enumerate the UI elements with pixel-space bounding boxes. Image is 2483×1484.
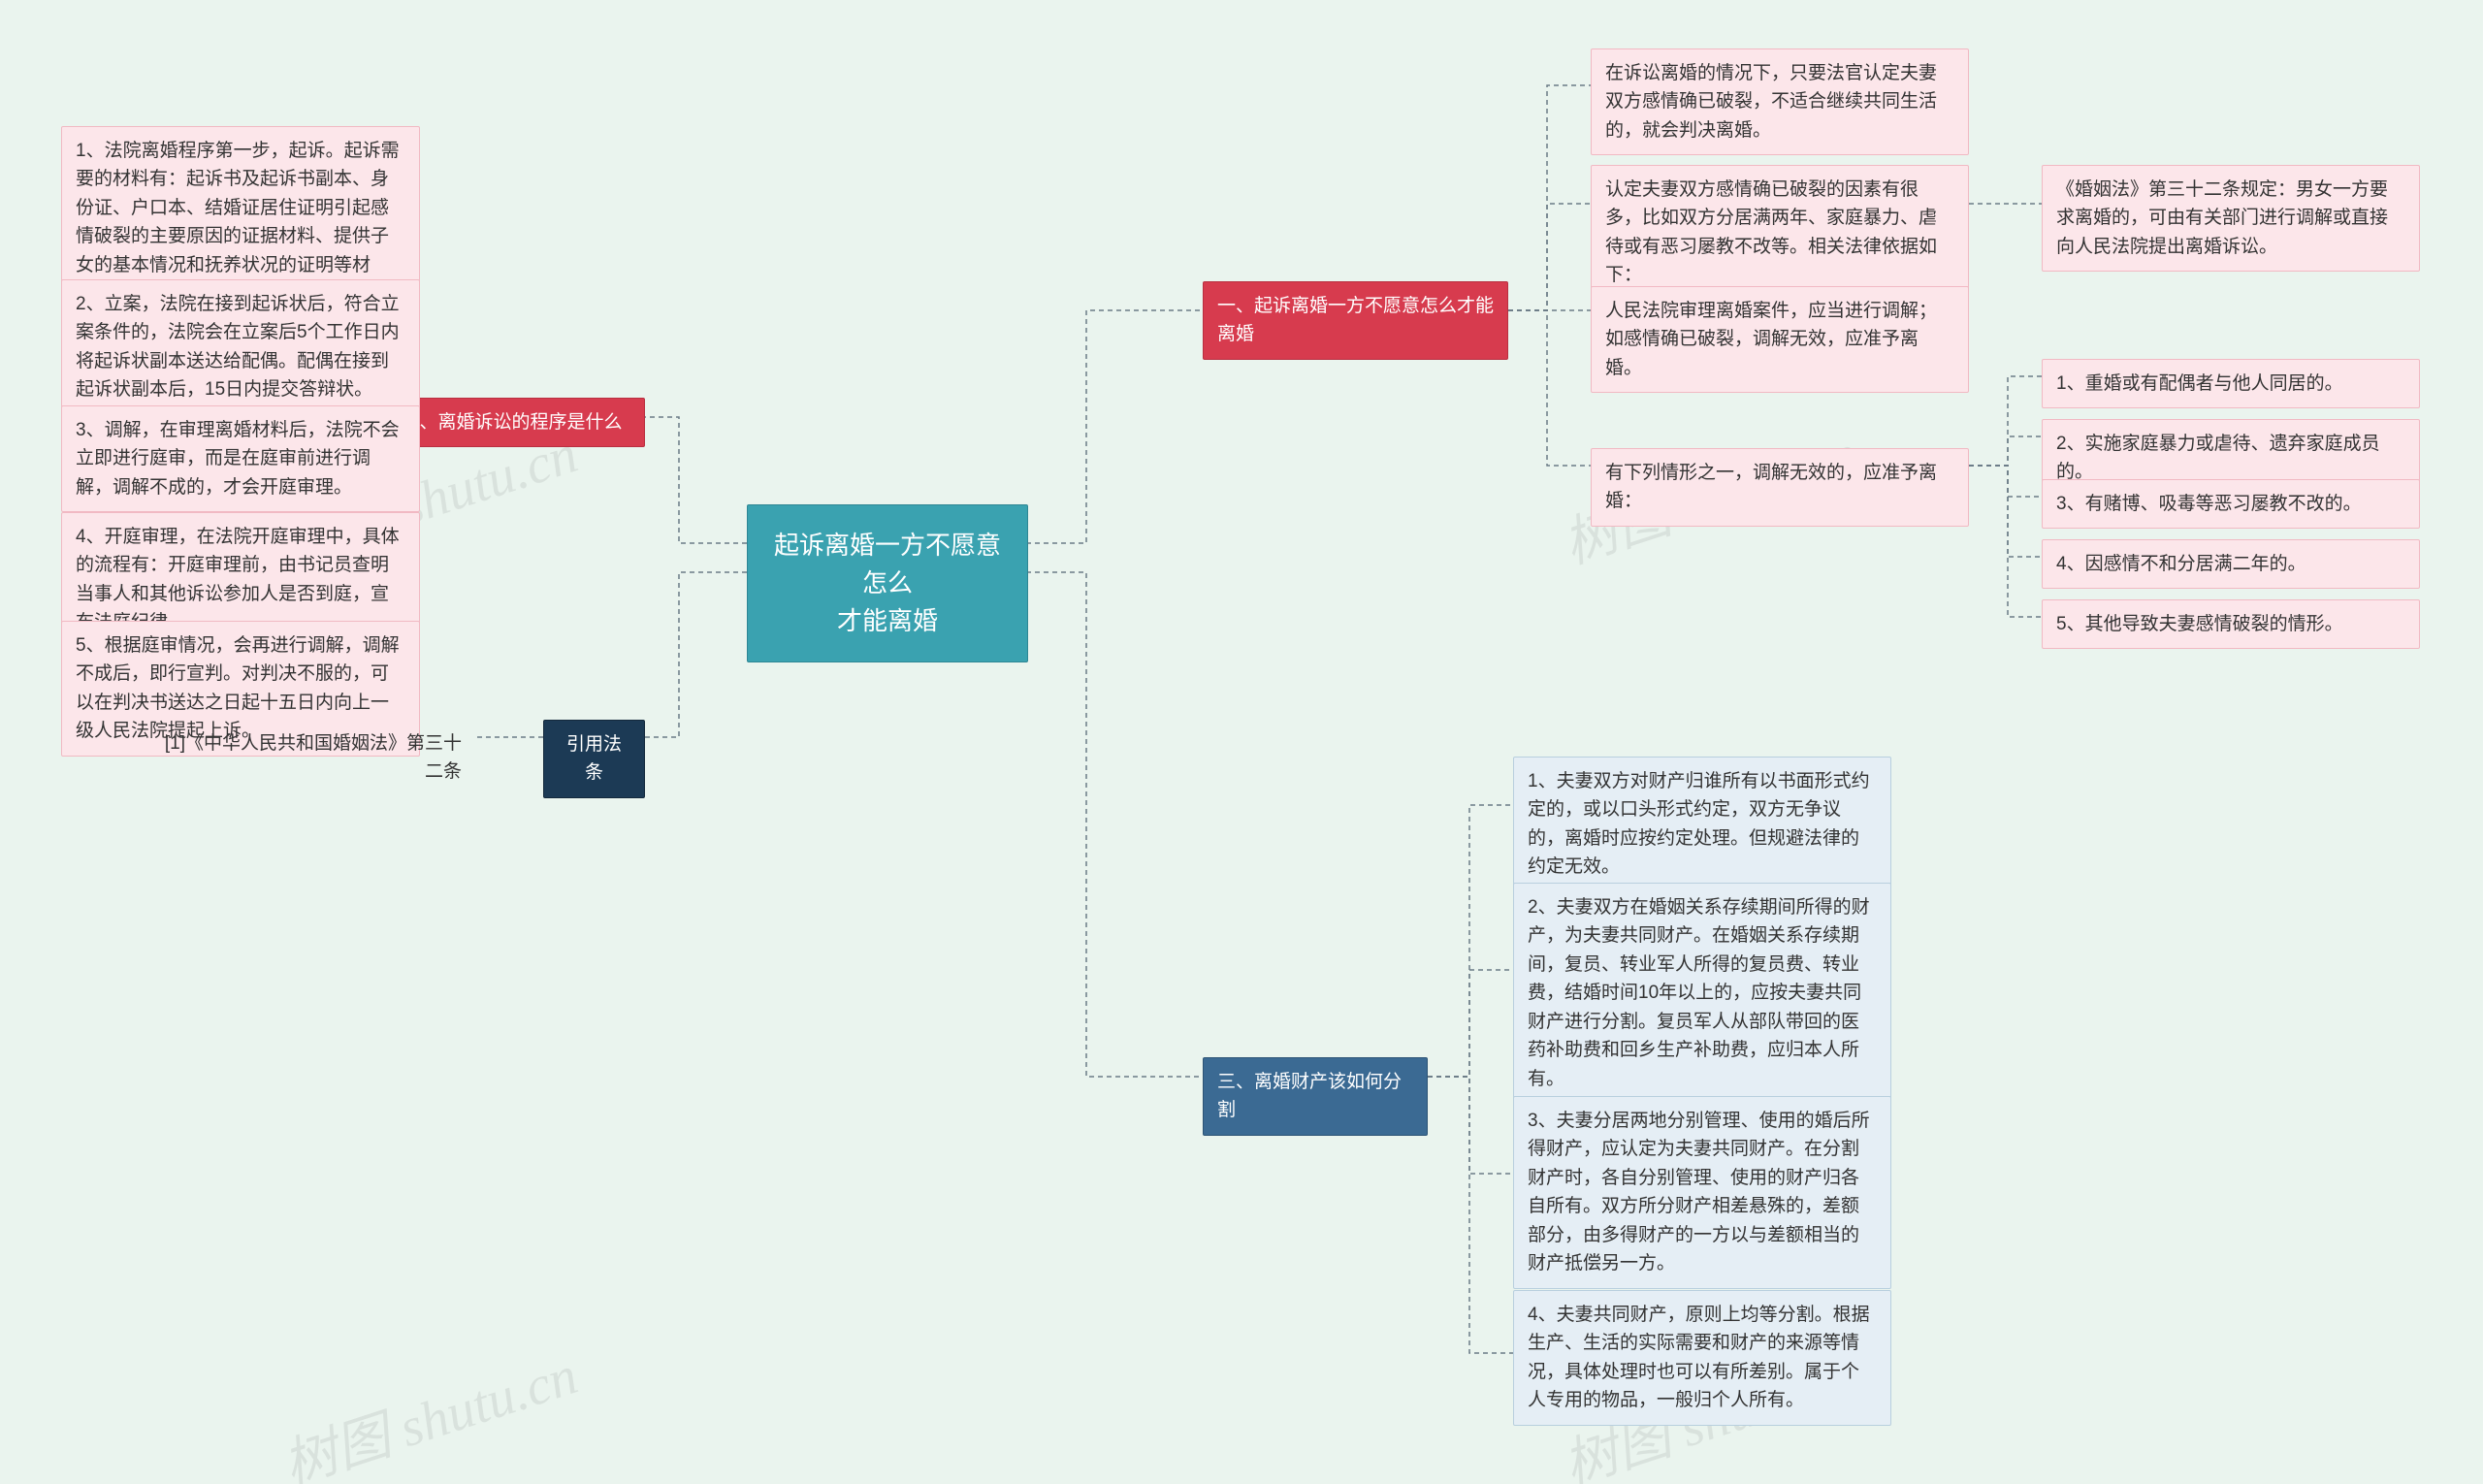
branch1-n1[interactable]: 在诉讼离婚的情况下，只要法官认定夫妻双方感情确已破裂，不适合继续共同生活的，就会… — [1591, 48, 1969, 155]
branch1-n4-3[interactable]: 3、有赌博、吸毒等恶习屡教不改的。 — [2042, 479, 2420, 529]
branch-3[interactable]: 三、离婚财产该如何分割 — [1203, 1057, 1428, 1136]
text: 2、夫妻双方在婚姻关系存续期间所得的财产，为夫妻共同财产。在婚姻关系存续期间，复… — [1528, 897, 1870, 1089]
branch2-n3[interactable]: 3、调解，在审理离婚材料后，法院不会立即进行庭审，而是在庭审前进行调解，调解不成… — [61, 405, 420, 512]
branch3-n4[interactable]: 4、夫妻共同财产，原则上均等分割。根据生产、生活的实际需要和财产的来源等情况，具… — [1513, 1290, 1891, 1426]
text: 在诉讼离婚的情况下，只要法官认定夫妻双方感情确已破裂，不适合继续共同生活的，就会… — [1605, 63, 1937, 141]
branch1-n2[interactable]: 认定夫妻双方感情确已破裂的因素有很多，比如双方分居满两年、家庭暴力、虐待或有恶习… — [1591, 165, 1969, 301]
root-node[interactable]: 起诉离婚一方不愿意怎么 才能离婚 — [747, 504, 1028, 662]
text: 人民法院审理离婚案件，应当进行调解；如感情确已破裂，调解无效，应准予离婚。 — [1605, 301, 1937, 378]
branch1-n4[interactable]: 有下列情形之一，调解无效的，应准予离婚： — [1591, 448, 1969, 527]
branch3-n1[interactable]: 1、夫妻双方对财产归谁所有以书面形式约定的，或以口头形式约定，双方无争议的，离婚… — [1513, 757, 1891, 892]
branch1-n4-5[interactable]: 5、其他导致夫妻感情破裂的情形。 — [2042, 599, 2420, 649]
text: 4、夫妻共同财产，原则上均等分割。根据生产、生活的实际需要和财产的来源等情况，具… — [1528, 1305, 1870, 1410]
branch4-n1[interactable]: [1]《中华人民共和国婚姻法》第三十二条 — [145, 720, 475, 796]
text: [1]《中华人民共和国婚姻法》第三十二条 — [165, 733, 462, 782]
text: 认定夫妻双方感情确已破裂的因素有很多，比如双方分居满两年、家庭暴力、虐待或有恶习… — [1605, 179, 1937, 285]
root-line1: 起诉离婚一方不愿意怎么 — [774, 531, 1001, 597]
text: 2、立案，法院在接到起诉状后，符合立案条件的，法院会在立案后5个工作日内将起诉状… — [76, 294, 400, 400]
text: 3、调解，在审理离婚材料后，法院不会立即进行庭审，而是在庭审前进行调解，调解不成… — [76, 420, 400, 498]
branch1-n3[interactable]: 人民法院审理离婚案件，应当进行调解；如感情确已破裂，调解无效，应准予离婚。 — [1591, 286, 1969, 393]
text: 4、因感情不和分居满二年的。 — [2056, 554, 2306, 574]
watermark: 树图 shutu.cn — [272, 1332, 586, 1484]
text: 3、夫妻分居两地分别管理、使用的婚后所得财产，应认定为夫妻共同财产。在分割财产时… — [1528, 1111, 1870, 1274]
text: 3、有赌博、吸毒等恶习屡教不改的。 — [2056, 494, 2362, 514]
branch-1[interactable]: 一、起诉离婚一方不愿意怎么才能离婚 — [1203, 281, 1508, 360]
branch1-n2a[interactable]: 《婚姻法》第三十二条规定：男女一方要求离婚的，可由有关部门进行调解或直接向人民法… — [2042, 165, 2420, 272]
text: 有下列情形之一，调解无效的，应准予离婚： — [1605, 463, 1937, 511]
branch-1-title: 一、起诉离婚一方不愿意怎么才能离婚 — [1217, 296, 1494, 344]
branch-4[interactable]: 引用法条 — [543, 720, 645, 798]
root-line2: 才能离婚 — [837, 606, 938, 635]
text: 5、其他导致夫妻感情破裂的情形。 — [2056, 614, 2343, 634]
text: 1、重婚或有配偶者与他人同居的。 — [2056, 373, 2343, 394]
text: 4、开庭审理，在法院开庭审理中，具体的流程有：开庭审理前，由书记员查明当事人和其… — [76, 527, 400, 632]
branch-2-title: 二、离婚诉讼的程序是什么 — [401, 412, 622, 433]
branch3-n3[interactable]: 3、夫妻分居两地分别管理、使用的婚后所得财产，应认定为夫妻共同财产。在分割财产时… — [1513, 1096, 1891, 1289]
branch-3-title: 三、离婚财产该如何分割 — [1217, 1072, 1402, 1120]
branch1-n4-1[interactable]: 1、重婚或有配偶者与他人同居的。 — [2042, 359, 2420, 408]
branch-4-title: 引用法条 — [566, 734, 622, 783]
text: 《婚姻法》第三十二条规定：男女一方要求离婚的，可由有关部门进行调解或直接向人民法… — [2056, 179, 2388, 257]
mindmap-canvas: { "canvas": { "width": 2560, "height": 1… — [0, 0, 2483, 1484]
branch1-n4-4[interactable]: 4、因感情不和分居满二年的。 — [2042, 539, 2420, 589]
branch2-n2[interactable]: 2、立案，法院在接到起诉状后，符合立案条件的，法院会在立案后5个工作日内将起诉状… — [61, 279, 420, 415]
text: 1、夫妻双方对财产归谁所有以书面形式约定的，或以口头形式约定，双方无争议的，离婚… — [1528, 771, 1870, 877]
branch3-n2[interactable]: 2、夫妻双方在婚姻关系存续期间所得的财产，为夫妻共同财产。在婚姻关系存续期间，复… — [1513, 883, 1891, 1104]
text: 2、实施家庭暴力或虐待、遗弃家庭成员的。 — [2056, 434, 2380, 482]
